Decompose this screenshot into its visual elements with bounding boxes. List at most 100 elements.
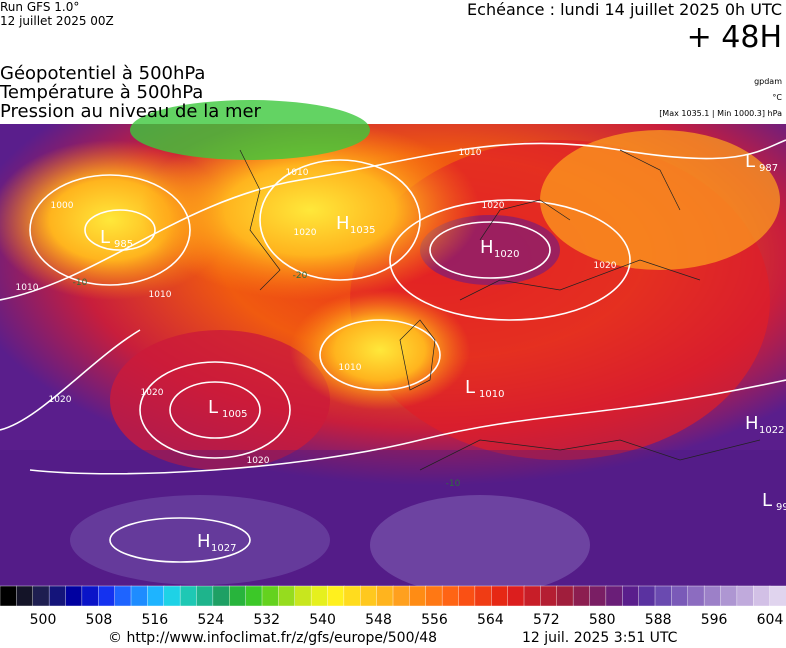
scale-cell <box>491 585 509 607</box>
run-info: Run GFS 1.0° 12 juillet 2025 00Z <box>0 0 114 28</box>
run-label: Run GFS 1.0° <box>0 0 80 14</box>
scale-label: 580 <box>589 612 616 628</box>
scale-cell <box>196 585 214 607</box>
pressure-center-letter: H <box>745 413 759 434</box>
scale-cell <box>507 585 525 607</box>
scale-cell <box>114 585 132 607</box>
pressure-center-value: 1027 <box>211 543 236 554</box>
field-name: Température à 500hPa <box>0 82 204 103</box>
scale-cell <box>458 585 476 607</box>
isobar-label: 1010 <box>339 363 362 373</box>
isobar-label: 1010 <box>459 148 482 158</box>
scale-cell <box>261 585 280 607</box>
scale-cell <box>540 585 558 607</box>
pressure-center-value: 1005 <box>222 409 247 420</box>
pressure-center-letter: L <box>208 397 218 418</box>
pressure-center-letter: L <box>100 227 110 248</box>
scale-cell <box>605 585 623 607</box>
timestamp: 12 juil. 2025 3:51 UTC <box>522 630 678 646</box>
scale-cell <box>32 585 50 607</box>
valid-time: Echéance : lundi 14 juillet 2025 0h UTC <box>467 0 782 19</box>
scale-cell <box>294 585 312 607</box>
pressure-center-value: 985 <box>114 239 133 250</box>
pressure-center-value: 99 <box>776 502 786 513</box>
scale-label: 588 <box>645 612 672 628</box>
scale-cell <box>310 585 329 607</box>
scale-cell <box>16 585 34 607</box>
scale-cell <box>360 585 378 607</box>
unit: °C <box>772 93 782 102</box>
scale-cell <box>409 585 427 607</box>
scale-label: 548 <box>365 612 392 628</box>
isobar-label: 1020 <box>594 261 617 271</box>
isobar-label: 1020 <box>482 201 505 211</box>
map-field <box>0 100 786 595</box>
scale-cell <box>720 585 738 607</box>
pressure-center-letter: L <box>745 151 755 172</box>
isobar-label: 1010 <box>149 290 172 300</box>
scale-cell <box>753 585 771 607</box>
pressure-center-value: 1010 <box>479 389 504 400</box>
scale-label: 540 <box>309 612 336 628</box>
scale-cell <box>572 585 591 607</box>
scale-label: 532 <box>253 612 280 628</box>
pressure-center-letter: H <box>197 531 211 552</box>
pressure-center-value: 987 <box>759 163 778 174</box>
color-scale <box>0 585 786 607</box>
isobar-label: 1010 <box>16 283 39 293</box>
scale-label: 604 <box>757 612 784 628</box>
pressure-center-value: 1035 <box>350 225 375 236</box>
scale-cell <box>65 585 83 607</box>
scale-cell <box>474 585 492 607</box>
pressure-center-value: 1022 <box>759 425 784 436</box>
scale-cell <box>278 585 296 607</box>
scale-cell <box>441 585 460 607</box>
scale-cell <box>98 585 116 607</box>
scale-cell <box>327 585 345 607</box>
isobars <box>0 139 786 563</box>
field-name: Pression au niveau de la mer <box>0 101 261 122</box>
scale-cell <box>638 585 656 607</box>
isobar-label: 1000 <box>51 201 74 211</box>
scale-cell <box>0 585 18 607</box>
scale-cell <box>622 585 640 607</box>
source-url: © http://www.infoclimat.fr/z/gfs/europe/… <box>108 630 438 646</box>
pressure-center-letter: L <box>465 377 475 398</box>
scale-cell <box>245 585 263 607</box>
scale-cell <box>703 585 722 607</box>
scale-label: 564 <box>477 612 504 628</box>
scale-label: 524 <box>197 612 224 628</box>
scale-label: 572 <box>533 612 560 628</box>
scale-label: 596 <box>701 612 728 628</box>
scale-cell <box>179 585 198 607</box>
isobar-label: 1010 <box>286 168 309 178</box>
scale-label: 516 <box>141 612 168 628</box>
temperature-label: -10 <box>73 278 88 288</box>
scale-cell <box>212 585 230 607</box>
unit: gpdam <box>754 77 782 86</box>
scale-cell <box>736 585 754 607</box>
scale-cell <box>425 585 443 607</box>
isobar-label: 1020 <box>49 395 72 405</box>
temperature-label: -20 <box>293 271 308 281</box>
scale-cell <box>130 585 149 607</box>
scale-cell <box>392 585 411 607</box>
scale-cell <box>147 585 165 607</box>
isobar-label: 1020 <box>294 228 317 238</box>
scale-cell <box>81 585 99 607</box>
scale-label: 508 <box>86 612 113 628</box>
scale-cell <box>687 585 705 607</box>
temperature-label: -10 <box>446 479 461 489</box>
fields: Géopotentiel à 500hPa Température à 500h… <box>0 64 261 121</box>
run-date: 12 juillet 2025 00Z <box>0 14 114 28</box>
isobar-label: 1020 <box>141 388 164 398</box>
pressure-center-letter: L <box>762 490 772 511</box>
scale-cell <box>229 585 247 607</box>
scale-cell <box>589 585 607 607</box>
pressure-center-value: 1020 <box>494 249 519 260</box>
field-name: Géopotentiel à 500hPa <box>0 63 206 84</box>
isobar-label: 1020 <box>247 456 270 466</box>
